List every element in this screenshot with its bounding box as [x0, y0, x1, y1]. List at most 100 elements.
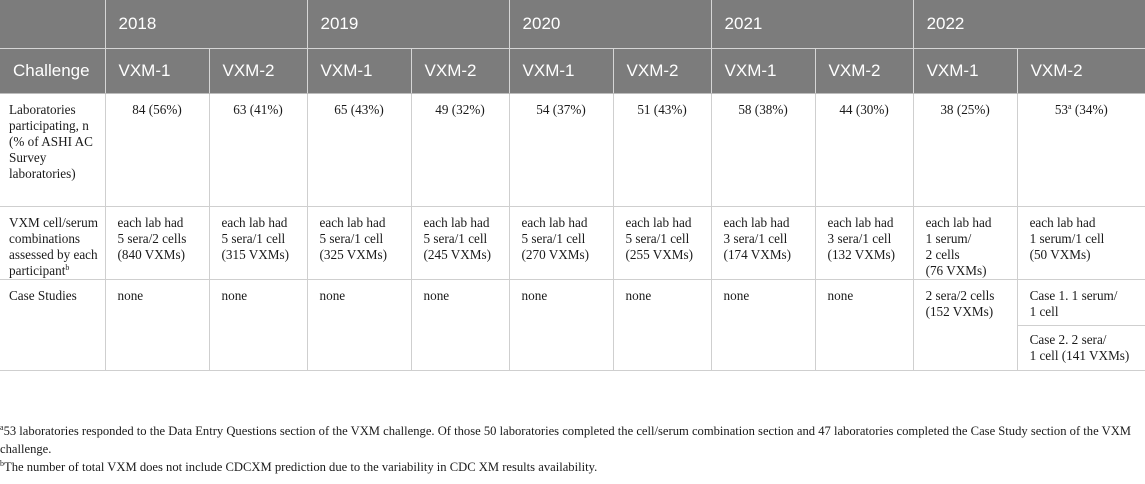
table-cell: 2 sera/2 cells (152 VXMs) — [912, 279, 1018, 371]
cell-line: (132 VXMs) — [827, 247, 896, 262]
header-subcolumn-row: Challenge VXM-1 VXM-2 VXM-1 VXM-2 VXM-1 … — [0, 48, 1145, 94]
cell-value: 53 — [1054, 102, 1068, 117]
table-footnotes: a53 laboratories responded to the Data E… — [0, 422, 1145, 476]
table-cell: each lab had 5 sera/1 cell (325 VXMs) — [306, 206, 412, 280]
row-label-text: VXM cell/serum combinations assessed by … — [9, 215, 98, 278]
cell-line: 3 sera/1 cell — [827, 231, 892, 246]
cell-line: each lab had — [723, 215, 790, 230]
cell-line: (270 VXMs) — [521, 247, 590, 262]
footnote-b-text: The number of total VXM does not include… — [4, 460, 598, 474]
header-corner — [0, 0, 105, 49]
year-2019-header: 2019 — [306, 0, 510, 49]
footnote-a: a53 laboratories responded to the Data E… — [0, 422, 1145, 458]
table-cell: 38 (25%) — [912, 93, 1018, 207]
table-header: 2018 2019 2020 2021 2022 Challenge VXM-1… — [0, 0, 1145, 94]
table-row-case-studies-2: Case 2. 2 sera/1 cell (141 VXMs) — [0, 325, 1145, 371]
row-label-participating: Laboratories participating, n (% of ASHI… — [0, 93, 105, 207]
vxm-subheader: VXM-2 — [208, 48, 308, 94]
vxm-subheader: VXM-1 — [508, 48, 614, 94]
table-cell: 84 (56%) — [104, 93, 209, 207]
cell-line: (152 VXMs) — [925, 304, 994, 319]
year-2018-header: 2018 — [104, 0, 308, 49]
cell-line: 5 sera/1 cell — [521, 231, 586, 246]
vxm-subheader: VXM-1 — [104, 48, 209, 94]
table-cell: none — [814, 279, 914, 371]
table-cell: 65 (43%) — [306, 93, 412, 207]
cell-line: each lab had — [521, 215, 588, 230]
footnote-marker-a: a — [1068, 102, 1072, 111]
cell-line: 5 sera/1 cell — [423, 231, 488, 246]
table-cell: none — [208, 279, 308, 371]
table-cell: each lab had 5 sera/1 cell (270 VXMs) — [508, 206, 614, 280]
cell-line: 5 sera/1 cell — [319, 231, 384, 246]
row-label-combinations: VXM cell/serum combinations assessed by … — [0, 206, 105, 280]
cell-line: (315 VXMs) — [221, 247, 290, 262]
cell-line: 3 sera/1 cell — [723, 231, 788, 246]
cell-line: 1 cell — [1029, 304, 1059, 319]
cell-line: (245 VXMs) — [423, 247, 492, 262]
footnote-b-marker: b — [0, 459, 4, 468]
table-cell: 44 (30%) — [814, 93, 914, 207]
cell-line: each lab had — [423, 215, 490, 230]
table-cell: none — [410, 279, 510, 371]
vxm-subheader: VXM-2 — [410, 48, 510, 94]
table-body: Laboratories participating, n (% of ASHI… — [0, 93, 1145, 371]
vxm-subheader: VXM-2 — [1016, 48, 1145, 94]
table-row-combinations: VXM cell/serum combinations assessed by … — [0, 206, 1145, 280]
cell-line: (76 VXMs) — [925, 263, 987, 278]
vxm-subheader: VXM-2 — [814, 48, 914, 94]
table-row-case-studies: Case Studies none none none none none no… — [0, 279, 1145, 371]
cell-line: Case 1. 1 serum/ — [1029, 288, 1118, 303]
table-cell: each lab had 3 sera/1 cell (174 VXMs) — [710, 206, 816, 280]
cell-line: 1 serum/1 cell — [1029, 231, 1105, 246]
cell-line: each lab had — [117, 215, 184, 230]
cell-line: each lab had — [1029, 215, 1096, 230]
footnote-marker-b: b — [65, 263, 70, 272]
table-cell: none — [306, 279, 412, 371]
table-cell-case-1: Case 1. 1 serum/1 cell — [1016, 279, 1145, 326]
table-cell: each lab had 1 serum/2 cells (76 VXMs) — [912, 206, 1018, 280]
cell-line: 2 cells — [925, 247, 960, 262]
vxm-subheader: VXM-1 — [306, 48, 412, 94]
footnote-a-text: 53 laboratories responded to the Data En… — [0, 424, 1131, 456]
cell-line: 1 serum/ — [925, 231, 972, 246]
row-label-case-studies: Case Studies — [0, 279, 105, 371]
cell-value-percent: (34%) — [1071, 102, 1108, 117]
cell-line: each lab had — [319, 215, 386, 230]
table-cell: 58 (38%) — [710, 93, 816, 207]
table-cell: 53a (34%) — [1016, 93, 1145, 207]
vxm-subheader: VXM-1 — [710, 48, 816, 94]
vxm-subheader: VXM-1 — [912, 48, 1018, 94]
table-cell: none — [612, 279, 712, 371]
cell-line: each lab had — [221, 215, 288, 230]
table-cell: each lab had 5 sera/1 cell (255 VXMs) — [612, 206, 712, 280]
cell-line: (325 VXMs) — [319, 247, 388, 262]
cell-line: 5 sera/2 cells — [117, 231, 187, 246]
cell-line: 5 sera/1 cell — [221, 231, 286, 246]
table-cell: each lab had 3 sera/1 cell (132 VXMs) — [814, 206, 914, 280]
table-cell: each lab had 5 sera/1 cell (245 VXMs) — [410, 206, 510, 280]
cell-line: each lab had — [827, 215, 894, 230]
header-year-row: 2018 2019 2020 2021 2022 — [0, 0, 1145, 49]
cell-line: (255 VXMs) — [625, 247, 694, 262]
cell-line: 2 sera/2 cells — [925, 288, 995, 303]
cell-line: 1 cell (141 VXMs) — [1029, 348, 1130, 363]
table-cell-case-2: Case 2. 2 sera/1 cell (141 VXMs) — [1016, 325, 1145, 371]
table-cell: none — [710, 279, 816, 371]
table-cell: 54 (37%) — [508, 93, 614, 207]
year-2020-header: 2020 — [508, 0, 712, 49]
table-cell: 51 (43%) — [612, 93, 712, 207]
challenge-header: Challenge — [0, 48, 105, 94]
table-cell: none — [508, 279, 614, 371]
table-cell: none — [104, 279, 209, 371]
cell-line: (50 VXMs) — [1029, 247, 1091, 262]
cell-line: (840 VXMs) — [117, 247, 186, 262]
cell-line: Case 2. 2 sera/ — [1029, 332, 1107, 347]
table-row-laboratories-participating: Laboratories participating, n (% of ASHI… — [0, 93, 1145, 207]
cell-line: each lab had — [625, 215, 692, 230]
table-cell: each lab had 1 serum/1 cell (50 VXMs) — [1016, 206, 1145, 280]
table-cell: each lab had 5 sera/2 cells (840 VXMs) — [104, 206, 209, 280]
vxm-subheader: VXM-2 — [612, 48, 712, 94]
vxm-challenge-table: 2018 2019 2020 2021 2022 Challenge VXM-1… — [0, 0, 1145, 371]
footnote-b: bThe number of total VXM does not includ… — [0, 458, 1145, 476]
